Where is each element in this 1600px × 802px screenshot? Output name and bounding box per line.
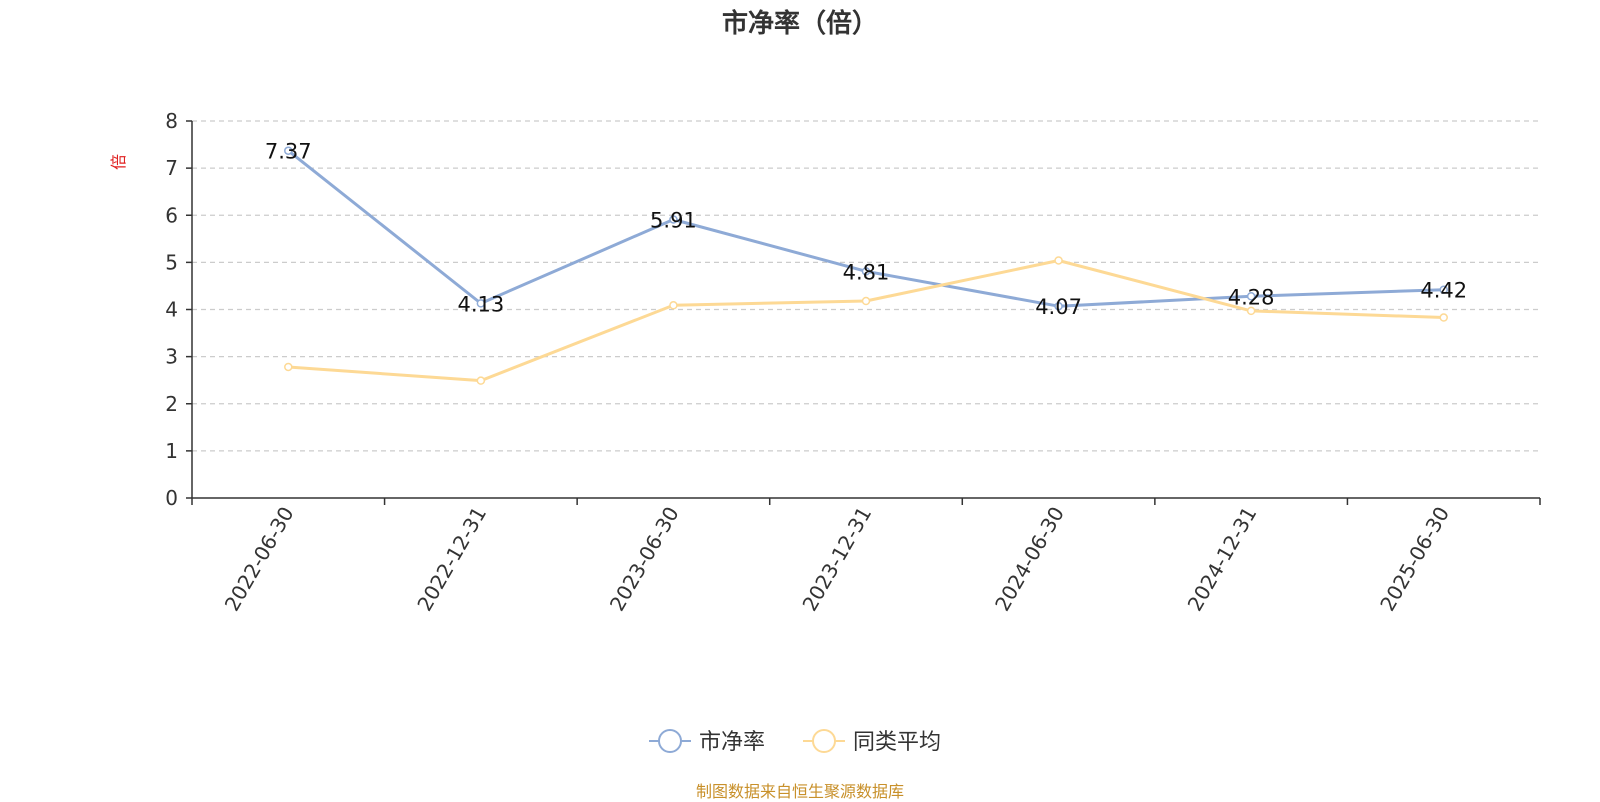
legend-label: 市净率: [699, 730, 765, 755]
legend-item-1[interactable]: 市净率: [649, 729, 765, 755]
data-point: [1246, 306, 1256, 316]
x-tick-label: 2022-12-31: [412, 503, 491, 616]
data-point: [669, 301, 678, 310]
chart-title: 市净率（倍）: [722, 8, 878, 39]
data-point: [861, 296, 871, 306]
y-tick-label: 6: [165, 203, 178, 227]
data-label: 4.28: [1228, 285, 1275, 309]
legend-marker-icon: [812, 729, 836, 753]
data-point: [1054, 301, 1063, 311]
y-axis-unit-label: 倍: [109, 154, 128, 170]
data-point: [1246, 292, 1256, 301]
data-point: [1054, 256, 1063, 265]
x-tick-label: 2025-06-30: [1375, 503, 1454, 616]
y-tick-label: 7: [165, 156, 178, 180]
data-labels: 7.37 4.13 5.91 4.81 4.07 4.28 4.42: [265, 140, 1467, 320]
axes: 0 1 2 3 4 5 6 7 8 2022-06-30 2022-12-31 2023-06-30 2…: [165, 109, 1541, 616]
y-tick-label: 1: [165, 439, 178, 463]
legend[interactable]: 市净率 同类平均: [649, 729, 941, 755]
x-tick-label: 2022-06-30: [220, 503, 299, 616]
data-point: [1439, 285, 1448, 294]
data-point: [861, 267, 871, 276]
x-tick-label: 2023-06-30: [605, 503, 684, 616]
x-tick-label: 2023-12-31: [797, 503, 876, 616]
data-point: [1439, 313, 1448, 322]
y-tick-label: 5: [165, 250, 178, 274]
series-layer: [284, 146, 1448, 385]
data-point: [284, 362, 293, 372]
data-label: 7.37: [265, 140, 312, 164]
x-tick-label: 2024-06-30: [990, 503, 1069, 616]
grid-lines: [192, 120, 1540, 452]
data-point: [284, 146, 293, 155]
data-point: [476, 376, 486, 385]
data-label: 4.81: [843, 260, 890, 284]
legend-marker-icon: [658, 729, 682, 753]
data-point: [669, 215, 678, 224]
y-tick-label: 4: [165, 298, 178, 322]
data-label: 5.91: [650, 208, 697, 232]
data-label: 4.07: [1035, 295, 1082, 319]
data-label: 4.13: [457, 292, 504, 316]
source-note: 制图数据来自恒生聚源数据库: [695, 782, 904, 801]
y-tick-label: 2: [165, 392, 178, 416]
y-tick-label: 3: [165, 345, 178, 369]
y-tick-label: 0: [165, 486, 178, 510]
data-label: 4.42: [1420, 279, 1467, 303]
x-tick-label: 2024-12-31: [1183, 503, 1262, 616]
legend-label: 同类平均: [853, 730, 941, 755]
y-tick-label: 8: [165, 109, 178, 133]
data-point: [476, 299, 486, 308]
legend-item-2[interactable]: 同类平均: [803, 729, 941, 755]
